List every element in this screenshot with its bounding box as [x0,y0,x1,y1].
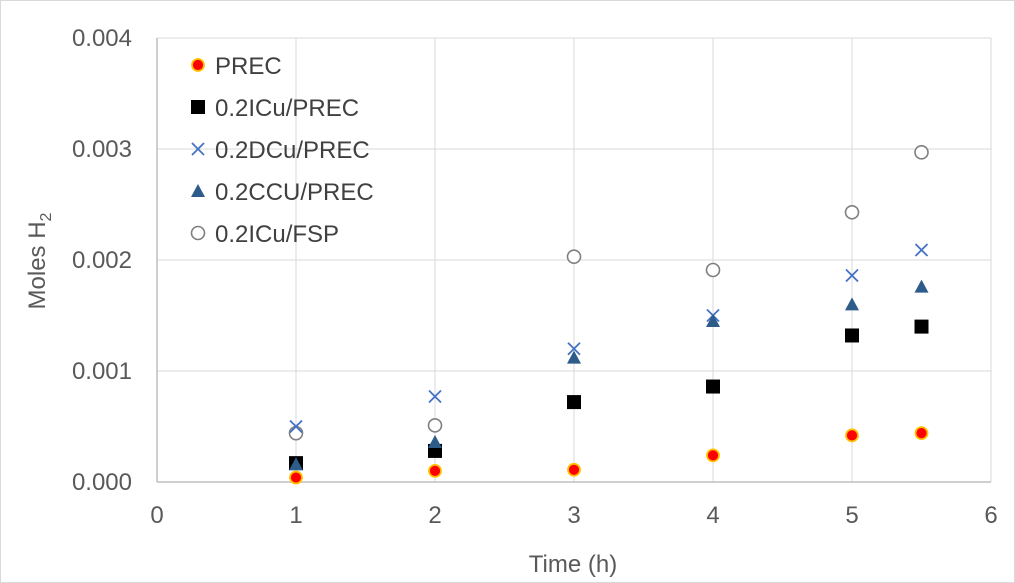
data-point [428,435,442,449]
data-point [706,314,720,328]
series-1 [289,319,929,471]
x-tick-label: 2 [428,502,441,529]
tick-labels: 0.000 0.001 0.002 0.003 0.004 0 1 2 3 4 5 6 [72,25,998,529]
data-point [567,462,581,477]
data-point [427,418,443,433]
data-point [289,457,303,471]
y-tick-label: 0.001 [72,358,132,385]
data-point [844,204,860,220]
legend: PREC 0.2ICu/PREC 0.2DCu/PREC 0.2CCU/PREC 0.2… [190,53,374,248]
data-point [566,249,582,264]
data-point [914,426,929,441]
x-tick-label: 1 [289,502,302,529]
y-tick-label: 0.000 [72,469,132,496]
data-point [428,463,442,478]
x-tick-label: 6 [984,502,997,529]
y-axis-title: Moles H2 [24,212,55,309]
series-2 [289,243,929,434]
data-point [289,419,303,434]
legend-marker [191,58,205,72]
data-point [914,279,929,293]
legend-marker [191,100,205,114]
data-points [288,145,929,485]
data-point [289,470,303,485]
y-axis-title-subscript: 2 [38,212,55,221]
data-point [914,243,929,257]
x-tick-label: 3 [567,502,580,529]
legend-entry: 0.2DCu/PREC [191,137,370,164]
legend-marker [190,225,206,241]
legend-marker [191,184,205,197]
legend-entry: PREC [191,53,282,80]
series-0 [289,426,929,485]
legend-entry: 0.2ICu/FSP [190,221,339,248]
data-point [706,379,720,394]
x-tick-label: 4 [706,502,719,529]
legend-entry: 0.2ICu/PREC [191,95,359,122]
data-point [567,395,581,410]
data-point [428,389,442,404]
legend-label: PREC [215,53,282,80]
data-point [845,328,859,343]
data-point [288,425,304,441]
x-tick-label: 0 [150,502,163,529]
gridlines [157,37,992,482]
data-point [914,145,929,160]
legend-label: 0.2ICu/FSP [215,221,339,248]
data-point [706,448,720,463]
data-point [845,268,859,283]
legend-label: 0.2ICu/PREC [215,95,359,122]
y-tick-label: 0.003 [72,136,132,163]
data-point [567,350,581,364]
x-axis-title: Time (h) [529,551,617,578]
y-tick-label: 0.002 [72,247,132,274]
data-point [567,342,581,356]
data-point [914,319,929,334]
legend-label: 0.2CCU/PREC [215,179,374,206]
series-4 [288,145,929,441]
data-point [845,428,859,443]
x-tick-label: 5 [845,502,858,529]
legend-entry: 0.2CCU/PREC [191,179,374,206]
y-tick-label: 0.004 [72,25,132,52]
legend-label: 0.2DCu/PREC [215,137,370,164]
data-point [705,262,721,278]
data-point [845,297,859,311]
legend-marker [191,142,205,156]
series-3 [289,279,929,471]
y-axis-title-main: Moles H [24,221,51,309]
